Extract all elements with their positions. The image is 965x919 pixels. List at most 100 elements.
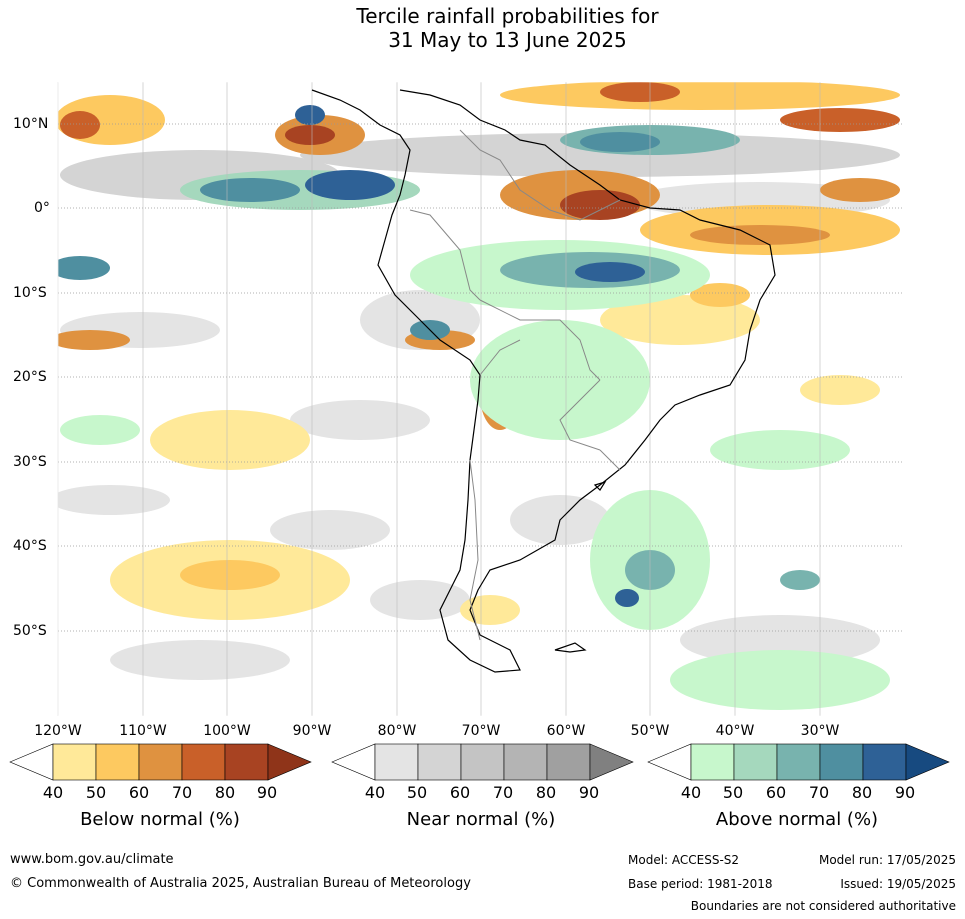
lon-tick-label: 50°W (630, 723, 670, 739)
near-normal-region (290, 400, 430, 440)
colorbar-segment (52, 743, 97, 781)
website-text: www.bom.gov.au/climate (10, 852, 174, 867)
colorbar-extend-low (647, 743, 692, 781)
below-normal-region (800, 375, 880, 405)
colorbar-segment (733, 743, 778, 781)
title-line-1: Tercile rainfall probabilities for (356, 4, 659, 28)
below-normal-region (600, 82, 680, 102)
colorbar-tick: 60 (449, 783, 471, 802)
below-normal-region (500, 82, 900, 110)
copyright-text: © Commonwealth of Australia 2025, Austra… (10, 876, 471, 891)
above-normal-region (710, 430, 850, 470)
above-normal-region (295, 105, 325, 125)
lon-tick-label: 120°W (34, 723, 82, 739)
above-normal-region (575, 262, 645, 282)
colorbar-tick: 90 (894, 783, 916, 802)
colorbar-segment (546, 743, 591, 781)
colorbar-extend-high (905, 743, 950, 781)
below-normal-region (460, 595, 520, 625)
near-normal-region (270, 510, 390, 550)
colorbar-extend-high (589, 743, 634, 781)
colorbar-segment (138, 743, 183, 781)
colorbar-tick: 80 (851, 783, 873, 802)
lon-tick-label: 40°W (715, 723, 755, 739)
coastline (311, 89, 776, 673)
below-normal-region (150, 410, 310, 470)
map-title: Tercile rainfall probabilities for 31 Ma… (0, 4, 965, 52)
issued-text: Issued: 19/05/2025 (840, 877, 956, 891)
colorbar-segment (776, 743, 821, 781)
above-normal-region (200, 178, 300, 202)
lat-tick-label: 10°S (13, 285, 47, 301)
above-normal-region (58, 256, 110, 280)
country-borders (409, 129, 621, 641)
colorbar-tick: 40 (680, 783, 702, 802)
below-normal-region (600, 295, 760, 345)
probability-fields (58, 82, 900, 710)
above-normal-region (780, 570, 820, 590)
colorbar-tick: 50 (722, 783, 744, 802)
colorbar-segment (690, 743, 735, 781)
lat-tick-label: 10°N (13, 116, 49, 132)
colorbar-segment (224, 743, 269, 781)
above-normal-region (615, 589, 639, 607)
model-text: Model: ACCESS-S2 (628, 853, 740, 867)
colorbar-near-label: Near normal (%) (406, 809, 556, 830)
below-normal-region (60, 111, 100, 139)
colorbar-segment (862, 743, 907, 781)
colorbar-above-label: Above normal (%) (715, 809, 879, 830)
lon-tick-label: 90°W (292, 723, 332, 739)
colorbar-tick: 50 (406, 783, 428, 802)
colorbar-segment (460, 743, 505, 781)
lat-tick-label: 40°S (13, 538, 47, 554)
colorbar-tick: 60 (765, 783, 787, 802)
below-normal-region (690, 225, 830, 245)
near-normal-region (300, 133, 900, 177)
below-normal-region (780, 108, 900, 132)
colorbar-tick: 70 (492, 783, 514, 802)
lon-tick-label: 100°W (203, 723, 251, 739)
colorbar-tick: 70 (171, 783, 193, 802)
near-normal-region (680, 615, 880, 665)
colorbar-tick: 60 (128, 783, 150, 802)
colorbar-below-label: Below normal (%) (80, 809, 240, 830)
below-normal-region (820, 178, 900, 202)
colorbar-segment (819, 743, 864, 781)
above-normal-region (60, 415, 140, 445)
near-normal-region (370, 580, 470, 620)
colorbar-extend-low (331, 743, 376, 781)
base-period-text: Base period: 1981-2018 (628, 877, 773, 891)
lon-tick-label: 30°W (800, 723, 840, 739)
colorbar-tick: 90 (578, 783, 600, 802)
near-normal-region (58, 485, 170, 515)
below-normal-region (58, 330, 130, 350)
lat-tick-label: 50°S (13, 623, 47, 639)
below-normal-region (285, 125, 335, 145)
colorbar-near (331, 743, 634, 781)
colorbar-tick: 50 (85, 783, 107, 802)
lon-tick-label: 80°W (377, 723, 417, 739)
colorbar-extend-low (9, 743, 54, 781)
disclaimer-text: Boundaries are not considered authoritat… (690, 899, 956, 913)
colorbar-segment (374, 743, 419, 781)
lon-tick-label: 70°W (461, 723, 501, 739)
colorbar-tick: 40 (42, 783, 64, 802)
colorbar-segment (181, 743, 226, 781)
model-run-text: Model run: 17/05/2025 (818, 853, 956, 867)
colorbar-segment (95, 743, 140, 781)
colorbar-tick: 40 (364, 783, 386, 802)
lon-tick-label: 110°W (119, 723, 167, 739)
lon-tick-label: 60°W (546, 723, 586, 739)
above-normal-region (670, 650, 890, 710)
near-normal-region (110, 640, 290, 680)
above-normal-region (305, 170, 395, 200)
colorbar-tick: 80 (214, 783, 236, 802)
lat-tick-label: 30°S (13, 454, 47, 470)
colorbar-tick: 80 (535, 783, 557, 802)
lat-tick-label: 20°S (13, 369, 47, 385)
colorbar-above (647, 743, 950, 781)
above-normal-region (580, 132, 660, 152)
title-line-2: 31 May to 13 June 2025 (388, 28, 627, 52)
above-normal-region (470, 320, 650, 440)
